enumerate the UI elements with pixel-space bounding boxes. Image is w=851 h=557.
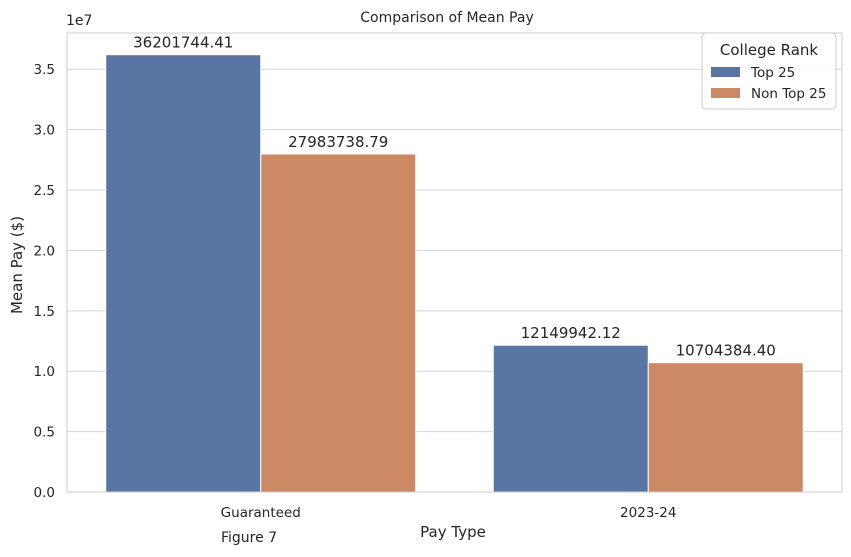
legend-label-nontop25: Non Top 25 (751, 86, 826, 102)
x-tick-labels: Guaranteed 2023-24 (221, 505, 677, 521)
legend-label-top25: Top 25 (750, 65, 795, 81)
x-axis-label: Pay Type (420, 523, 486, 541)
bar (647, 362, 804, 493)
bars (105, 54, 804, 493)
chart-title: Comparison of Mean Pay (360, 10, 534, 26)
y-tick-label: 0.0 (34, 485, 55, 501)
bar-value-label: 36201744.41 (133, 34, 233, 52)
y-tick-label: 0.5 (34, 425, 55, 441)
legend-swatch-top25 (711, 67, 740, 77)
y-tick-label: 3.5 (34, 62, 55, 78)
plot-frame (66, 32, 843, 493)
y-tick-label: 2.5 (34, 183, 55, 199)
y-tick-label: 2.0 (34, 243, 55, 259)
y-tick-label: 1.0 (34, 364, 55, 380)
bar-value-label: 10704384.40 (676, 342, 776, 360)
bar-value-label: 27983738.79 (288, 133, 388, 151)
y-axis-offset-label: 1e7 (66, 13, 92, 29)
y-tick-label: 3.0 (34, 123, 55, 139)
y-tick-labels: 0.0 0.5 1.0 1.5 2.0 2.5 3.0 3.5 (34, 62, 55, 501)
figure-caption: Figure 7 (221, 530, 278, 546)
x-tick-label: 2023-24 (620, 505, 676, 521)
bar-value-label: 12149942.12 (521, 324, 621, 342)
legend-swatch-nontop25 (711, 88, 740, 98)
bar (260, 153, 417, 493)
legend-title: College Rank (720, 41, 819, 59)
y-tick-label: 1.5 (34, 304, 55, 320)
x-tick-label: Guaranteed (221, 505, 301, 521)
legend: College Rank Top 25 Non Top 25 (701, 32, 837, 110)
bar-value-labels: 36201744.41 27983738.79 12149942.12 1070438… (133, 34, 776, 360)
y-axis-label: Mean Pay ($) (8, 216, 26, 314)
bar (492, 344, 649, 493)
bar (105, 54, 262, 493)
